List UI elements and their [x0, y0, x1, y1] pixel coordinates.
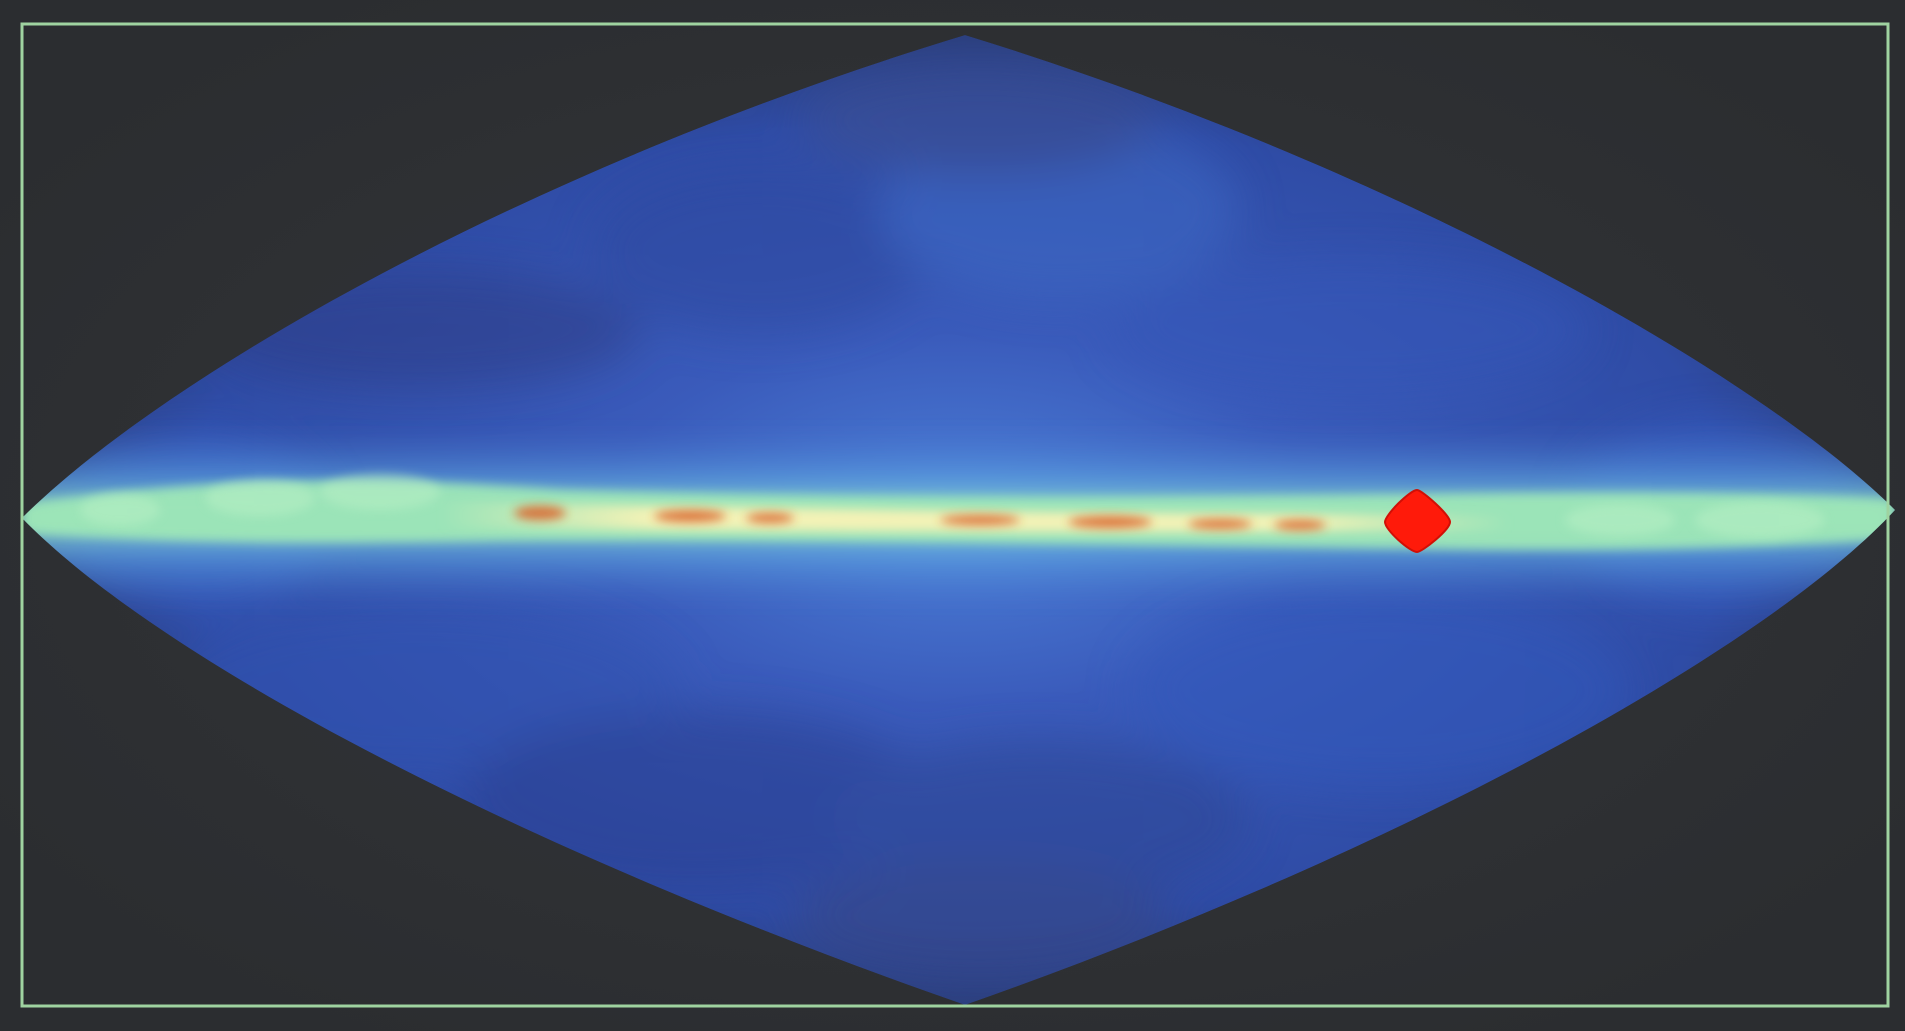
hot-spot-emission	[514, 506, 1326, 530]
map-frame	[20, 22, 1890, 1008]
plane-clumps	[80, 474, 1825, 538]
red-diamond-marker-icon[interactable]	[1383, 488, 1452, 554]
